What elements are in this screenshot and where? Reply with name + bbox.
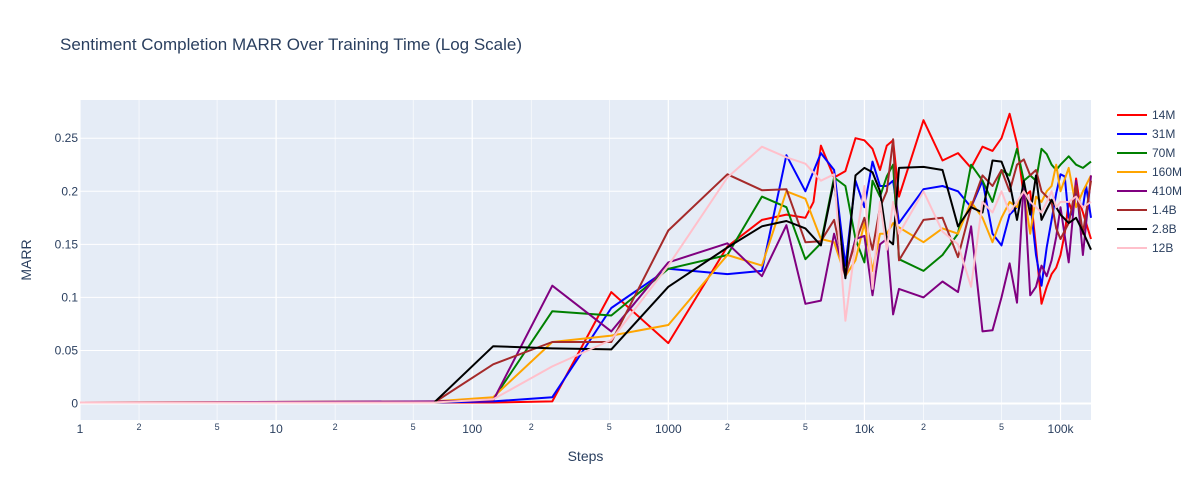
x-tick-label: 1000 bbox=[655, 422, 682, 436]
series-line-70m bbox=[80, 147, 1092, 404]
y-tick-label: 0.25 bbox=[55, 131, 79, 145]
y-axis-title: MARR bbox=[18, 239, 34, 280]
x-tick-label: 10 bbox=[269, 422, 283, 436]
x-minor-tick-label: 2 bbox=[529, 422, 534, 432]
x-minor-tick-label: 5 bbox=[215, 422, 220, 432]
x-tick-label: 100k bbox=[1048, 422, 1075, 436]
legend-label: 160M bbox=[1152, 165, 1182, 179]
x-axis-ticks: 2 5 2 5 2 5 2 5 2 5 1 10 100 1000 10k 100k bbox=[77, 422, 1075, 436]
legend: 14M 31M 70M 160M 410M 1.4B 2.8B 12B bbox=[1117, 108, 1182, 255]
series-line-160m bbox=[79, 163, 1092, 404]
y-tick-label: 0 bbox=[71, 397, 78, 411]
x-minor-tick-label: 2 bbox=[137, 422, 142, 432]
y-tick-label: 0.2 bbox=[61, 184, 78, 198]
legend-label: 2.8B bbox=[1152, 222, 1177, 236]
series-line-12b bbox=[80, 145, 1092, 404]
plot-area bbox=[80, 100, 1091, 420]
legend-label: 1.4B bbox=[1152, 203, 1177, 217]
legend-label: 12B bbox=[1152, 241, 1173, 255]
legend-label: 410M bbox=[1152, 184, 1182, 198]
legend-label: 31M bbox=[1152, 127, 1175, 141]
series-line-31m bbox=[80, 152, 1092, 404]
legend-item-160m[interactable]: 160M bbox=[1117, 165, 1182, 179]
series-lines bbox=[79, 112, 1092, 404]
legend-item-31m[interactable]: 31M bbox=[1117, 127, 1175, 141]
chart-title: Sentiment Completion MARR Over Training … bbox=[60, 35, 522, 54]
x-minor-tick-label: 5 bbox=[607, 422, 612, 432]
legend-item-2-8b[interactable]: 2.8B bbox=[1117, 222, 1177, 236]
x-minor-tick-label: 2 bbox=[333, 422, 338, 432]
legend-item-1-4b[interactable]: 1.4B bbox=[1117, 203, 1177, 217]
legend-label: 14M bbox=[1152, 108, 1175, 122]
y-tick-label: 0.1 bbox=[61, 290, 78, 304]
x-tick-label: 10k bbox=[855, 422, 875, 436]
y-tick-label: 0.15 bbox=[55, 237, 79, 251]
series-line-2-8b bbox=[80, 159, 1092, 404]
x-minor-tick-label: 5 bbox=[999, 422, 1004, 432]
legend-item-70m[interactable]: 70M bbox=[1117, 146, 1175, 160]
x-minor-tick-label: 5 bbox=[803, 422, 808, 432]
legend-item-12b[interactable]: 12B bbox=[1117, 241, 1173, 255]
legend-item-14m[interactable]: 14M bbox=[1117, 108, 1175, 122]
y-tick-label: 0.05 bbox=[55, 343, 79, 357]
x-tick-label: 100 bbox=[462, 422, 482, 436]
x-tick-label: 1 bbox=[77, 422, 84, 436]
x-minor-tick-label: 2 bbox=[921, 422, 926, 432]
x-axis-title: Steps bbox=[568, 448, 604, 464]
legend-item-410m[interactable]: 410M bbox=[1117, 184, 1182, 198]
series-line-410m bbox=[79, 175, 1092, 404]
legend-label: 70M bbox=[1152, 146, 1175, 160]
x-minor-tick-label: 5 bbox=[411, 422, 416, 432]
x-minor-tick-label: 2 bbox=[725, 422, 730, 432]
y-axis-ticks: 0 0.05 0.1 0.15 0.2 0.25 bbox=[55, 131, 79, 410]
